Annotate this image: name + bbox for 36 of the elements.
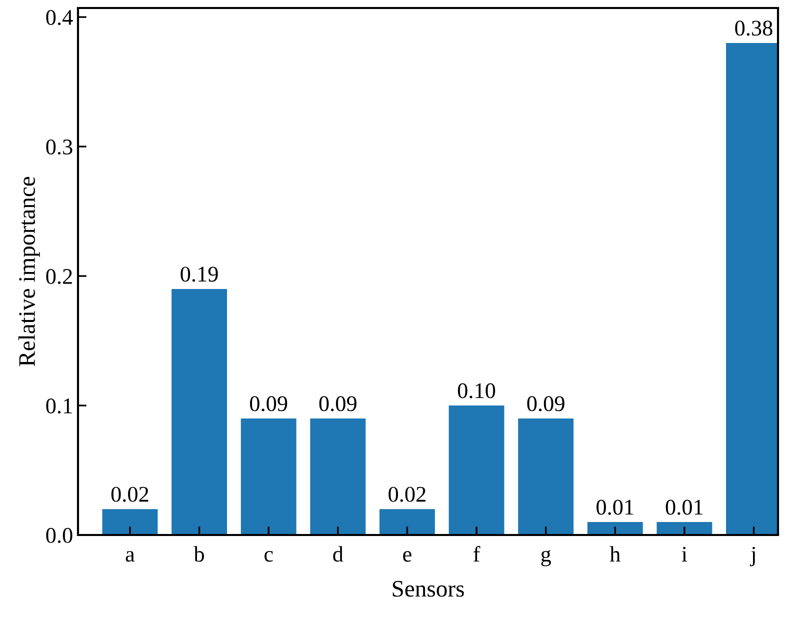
bar — [518, 418, 574, 535]
bar — [379, 509, 435, 535]
data-label: 0.02 — [388, 486, 426, 502]
bar — [102, 509, 158, 535]
bar — [656, 522, 712, 535]
x-tick-label: e — [403, 551, 412, 562]
y-tick-label: 0.1 — [46, 398, 72, 414]
data-label: 0.01 — [596, 500, 634, 515]
x-tick-label: f — [474, 546, 480, 562]
bar — [448, 406, 504, 535]
y-tick-label: 0.4 — [46, 10, 73, 26]
y-tick-label: 0.0 — [46, 528, 72, 544]
bar — [240, 418, 296, 535]
data-label: 0.02 — [111, 486, 148, 502]
y-tick-label: 0.2 — [46, 268, 72, 284]
bar — [172, 288, 228, 535]
x-tick-label: a — [126, 551, 135, 562]
bar — [310, 418, 366, 535]
x-tick-label: j — [750, 546, 755, 566]
data-label: 0.01 — [666, 500, 703, 515]
data-label: 0.38 — [735, 20, 772, 36]
data-label: 0.09 — [250, 396, 288, 412]
data-label: 0.09 — [527, 396, 564, 412]
x-tick-label: i — [682, 546, 688, 562]
x-tick-label: d — [333, 546, 344, 562]
x-tick-label: g — [541, 550, 551, 566]
x-axis-title: Sensors — [392, 580, 464, 597]
x-tick-label: c — [264, 551, 273, 562]
data-label: 0.09 — [319, 396, 356, 412]
y-axis-title: Relative importance — [18, 176, 40, 366]
y-tick-label: 0.3 — [46, 139, 72, 155]
bar — [587, 522, 643, 535]
data-label: 0.10 — [458, 383, 496, 398]
x-tick-label: h — [610, 546, 620, 562]
data-label: 0.19 — [180, 266, 218, 282]
x-tick-label: b — [194, 546, 204, 562]
